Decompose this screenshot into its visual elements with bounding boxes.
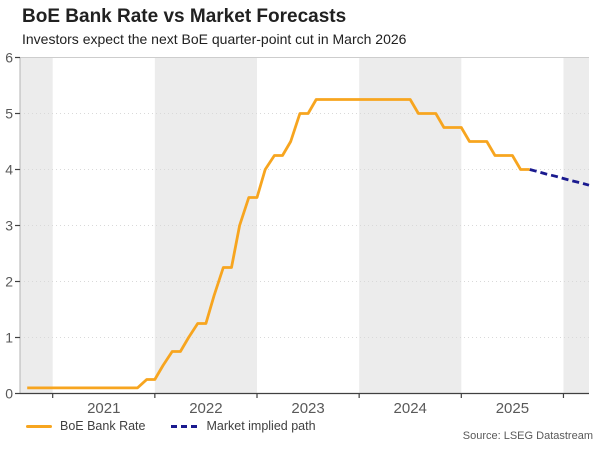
boe-rate-line <box>27 98 530 390</box>
y-tick-label-2: 2 <box>5 274 13 290</box>
chart-legend: BoE Bank Rate Market implied path <box>26 419 316 433</box>
market-path-line-swatch <box>171 424 199 428</box>
year-band-2022 <box>154 57 257 394</box>
y-tick-label-0: 0 <box>5 386 13 402</box>
year-band-2024 <box>359 57 462 394</box>
legend-label-boe-rate: BoE Bank Rate <box>60 419 146 433</box>
chart-title: BoE Bank Rate vs Market Forecasts <box>22 6 347 27</box>
y-tick-label-6: 6 <box>5 50 13 66</box>
y-tick-label-5: 5 <box>5 106 13 122</box>
y-tick-label-4: 4 <box>5 162 13 178</box>
x-tick-label-2022: 2022 <box>189 400 222 417</box>
source-attribution: Source: LSEG Datastream <box>462 430 593 442</box>
x-tick-label-2025: 2025 <box>496 400 529 417</box>
legend-item-boe-rate: BoE Bank Rate <box>26 419 145 433</box>
x-tick-label-2021: 2021 <box>87 400 120 417</box>
boe-rate-line-swatch <box>26 424 52 428</box>
x-tick-label-2023: 2023 <box>291 400 324 417</box>
y-tick-label-3: 3 <box>5 218 13 234</box>
chart-subtitle: Investors expect the next BoE quarter-po… <box>22 31 407 47</box>
legend-label-market-path: Market implied path <box>206 419 316 433</box>
legend-item-market-path: Market implied path <box>171 419 316 433</box>
x-tick-label-2024: 2024 <box>394 400 427 417</box>
y-tick-label-1: 1 <box>5 330 13 346</box>
